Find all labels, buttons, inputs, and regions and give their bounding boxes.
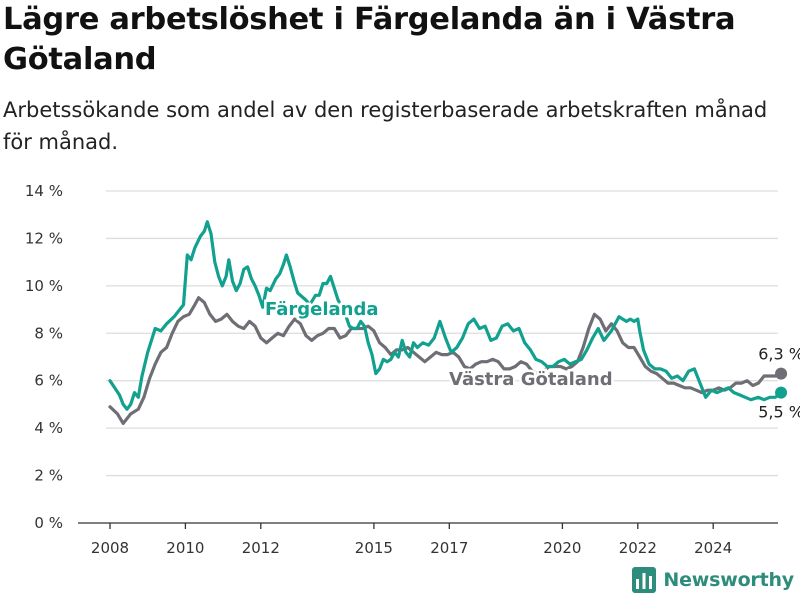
x-tick-label: 2022 <box>619 539 657 557</box>
y-tick-label: 0 % <box>34 514 63 532</box>
series-line-fargelanda <box>108 220 783 411</box>
newsworthy-logo: Newsworthy <box>632 567 794 593</box>
y-tick-label: 2 % <box>34 467 63 485</box>
y-tick-label: 6 % <box>34 372 63 390</box>
axes: 0 % 2 % 4 % 6 % 8 % 10 % 12 % 14 % 2008 2010 2012 2… <box>25 182 778 557</box>
y-tick-label: 14 % <box>25 182 63 200</box>
x-tick-label: 2024 <box>694 539 732 557</box>
gridlines <box>106 190 778 477</box>
x-tick-label: 2015 <box>355 539 393 557</box>
y-tick-label: 8 % <box>34 324 63 342</box>
brand-name: Newsworthy <box>663 569 794 591</box>
x-tick-label: 2020 <box>543 539 581 557</box>
y-tick-label: 12 % <box>25 229 63 247</box>
x-tick-label: 2008 <box>91 539 129 557</box>
x-tick-label: 2012 <box>242 539 280 557</box>
series-lines <box>108 220 783 425</box>
series-line-vastra-gotaland <box>108 296 783 425</box>
end-value-label-fargelanda: 5,5 % <box>758 403 800 422</box>
x-tick-label: 2010 <box>166 539 204 557</box>
x-tick-label: 2017 <box>430 539 468 557</box>
chart-subtitle: Arbetssökande som andel av den registerb… <box>3 98 768 154</box>
chart-title: Lägre arbetslöshet i Färgelanda än i Väs… <box>3 2 736 77</box>
end-point-vastra-gotaland <box>775 367 788 380</box>
y-tick-label: 10 % <box>25 277 63 295</box>
newsworthy-logo-icon <box>632 567 657 593</box>
series-labels: Färgelanda Västra Götaland 6,3 % 5,5 % <box>263 297 800 422</box>
series-label-fargelanda: Färgelanda <box>265 299 379 320</box>
end-value-label-vastra-gotaland: 6,3 % <box>758 345 800 364</box>
series-label-vastra-gotaland: Västra Götaland <box>449 369 613 390</box>
y-tick-label: 4 % <box>34 419 63 437</box>
end-point-fargelanda <box>775 386 788 399</box>
